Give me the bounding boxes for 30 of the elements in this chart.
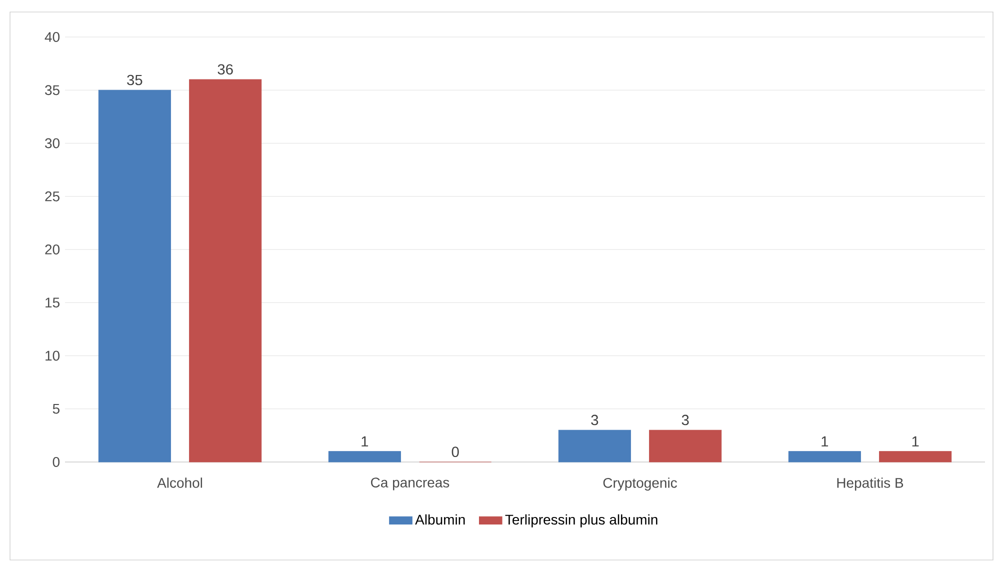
legend-label: Albumin	[415, 514, 465, 525]
bar	[328, 451, 401, 462]
y-tick-label: 5	[52, 404, 60, 414]
bar	[98, 90, 171, 462]
bar	[649, 430, 722, 462]
y-tick-label: 25	[45, 191, 60, 202]
data-label: 3	[591, 414, 598, 426]
data-label: 0	[452, 446, 459, 458]
y-tick-label: 40	[44, 32, 60, 42]
data-label: 3	[682, 414, 689, 426]
y-tick-label: 30	[45, 138, 60, 148]
y-tick-label: 15	[46, 298, 60, 308]
bar	[879, 451, 952, 462]
y-tick-label: 0	[52, 457, 60, 467]
x-tick-label: Alcohol	[157, 478, 202, 488]
data-label: 36	[218, 64, 233, 75]
data-label: 1	[362, 436, 368, 446]
y-tick-label: 35	[45, 85, 60, 96]
data-label: 1	[912, 436, 919, 446]
y-tick-label: 20	[45, 244, 60, 254]
x-tick-label: Ca pancreas	[371, 478, 450, 490]
legend-label: Terlipressin plus albumin	[505, 514, 658, 528]
data-label: 35	[127, 74, 142, 86]
bar	[558, 430, 631, 462]
data-label: 1	[822, 436, 828, 446]
x-tick-label: Cryptogenic	[603, 478, 677, 491]
x-tick-label: Hepatitis B	[837, 478, 904, 491]
bar	[788, 451, 861, 462]
bar	[189, 79, 262, 462]
y-tick-label: 10	[46, 350, 60, 361]
